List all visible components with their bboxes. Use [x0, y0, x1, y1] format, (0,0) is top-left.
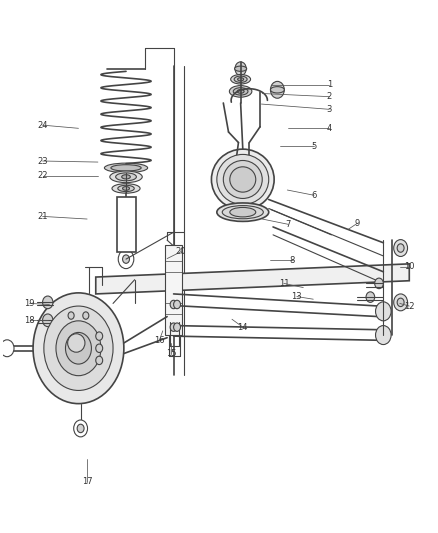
Ellipse shape	[237, 90, 244, 93]
Text: 19: 19	[25, 299, 35, 308]
Text: 11: 11	[279, 279, 289, 288]
Ellipse shape	[230, 207, 256, 217]
Circle shape	[0, 340, 14, 357]
Circle shape	[397, 298, 404, 306]
Text: 22: 22	[37, 171, 48, 180]
Ellipse shape	[116, 173, 136, 181]
Text: 9: 9	[355, 219, 360, 228]
Circle shape	[170, 323, 177, 332]
Text: 21: 21	[37, 212, 48, 221]
Ellipse shape	[67, 334, 85, 352]
Ellipse shape	[112, 184, 140, 193]
Circle shape	[123, 255, 130, 263]
Circle shape	[68, 312, 74, 319]
Circle shape	[397, 244, 404, 252]
Text: 24: 24	[37, 120, 48, 130]
Circle shape	[74, 420, 88, 437]
Ellipse shape	[230, 167, 256, 192]
Circle shape	[374, 278, 383, 289]
Circle shape	[375, 302, 391, 321]
Text: 12: 12	[404, 302, 414, 311]
Ellipse shape	[233, 88, 248, 95]
Text: 23: 23	[37, 157, 48, 166]
Polygon shape	[96, 264, 409, 294]
Text: 15: 15	[166, 349, 177, 358]
Circle shape	[42, 314, 53, 327]
Ellipse shape	[212, 149, 274, 210]
Ellipse shape	[222, 206, 263, 219]
Text: 20: 20	[176, 247, 186, 256]
Circle shape	[394, 294, 407, 311]
Polygon shape	[165, 245, 182, 335]
Circle shape	[44, 306, 113, 391]
FancyBboxPatch shape	[117, 197, 135, 252]
Circle shape	[66, 333, 92, 364]
Circle shape	[173, 300, 180, 309]
Text: 6: 6	[311, 191, 317, 200]
Text: 7: 7	[286, 220, 291, 229]
Ellipse shape	[237, 78, 244, 81]
Circle shape	[96, 356, 102, 365]
Ellipse shape	[235, 66, 247, 71]
Circle shape	[235, 62, 246, 76]
Circle shape	[270, 82, 284, 98]
Text: 4: 4	[327, 124, 332, 133]
Circle shape	[56, 321, 101, 376]
Ellipse shape	[230, 86, 252, 97]
Text: 3: 3	[327, 105, 332, 114]
Circle shape	[42, 296, 53, 309]
Ellipse shape	[110, 171, 142, 183]
Circle shape	[118, 249, 134, 269]
Circle shape	[77, 424, 84, 433]
Ellipse shape	[270, 87, 284, 93]
Circle shape	[173, 323, 180, 332]
Circle shape	[33, 293, 124, 403]
Text: 13: 13	[292, 292, 302, 301]
Text: 1: 1	[327, 80, 332, 89]
Text: 2: 2	[327, 92, 332, 101]
Circle shape	[83, 312, 89, 319]
Ellipse shape	[122, 175, 131, 179]
Text: 5: 5	[311, 142, 317, 151]
Ellipse shape	[231, 75, 251, 84]
Ellipse shape	[118, 185, 134, 191]
Circle shape	[96, 332, 102, 341]
Text: 17: 17	[82, 477, 92, 486]
Ellipse shape	[123, 187, 130, 190]
Text: 10: 10	[404, 262, 414, 271]
Circle shape	[170, 300, 177, 309]
Circle shape	[375, 326, 391, 344]
Ellipse shape	[111, 165, 141, 171]
Text: 18: 18	[24, 316, 35, 325]
Ellipse shape	[223, 160, 262, 198]
Circle shape	[96, 344, 102, 352]
Ellipse shape	[217, 155, 269, 205]
Text: 16: 16	[154, 336, 165, 345]
Circle shape	[394, 240, 407, 256]
Text: 8: 8	[290, 256, 295, 265]
Circle shape	[366, 292, 374, 302]
Ellipse shape	[234, 76, 247, 83]
Ellipse shape	[104, 163, 148, 173]
Ellipse shape	[217, 203, 269, 221]
Text: 14: 14	[237, 322, 248, 332]
